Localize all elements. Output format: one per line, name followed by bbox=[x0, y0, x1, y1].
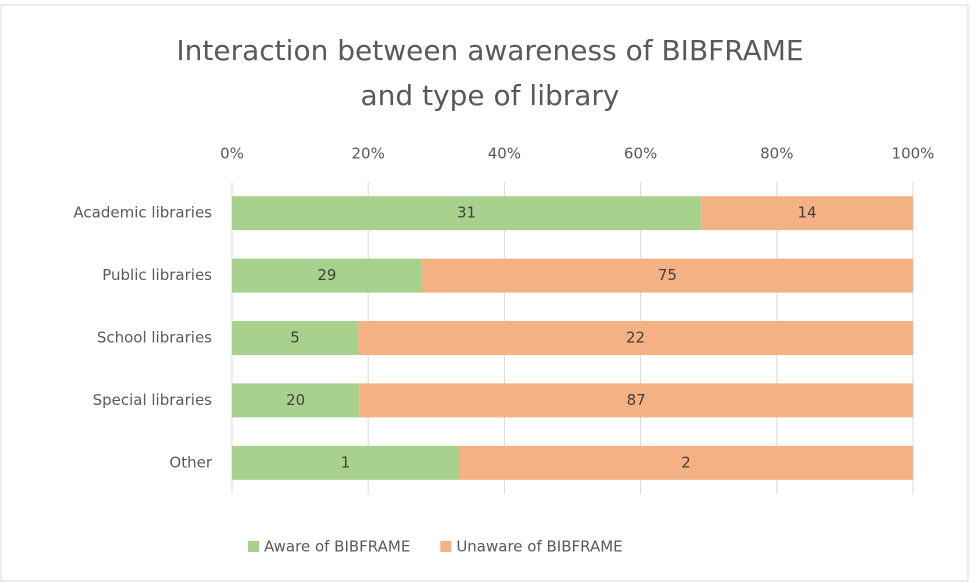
bar-segment bbox=[421, 258, 913, 293]
legend-swatch bbox=[440, 541, 452, 552]
x-tick-label: 60% bbox=[624, 145, 657, 163]
bar-segment bbox=[459, 445, 913, 480]
legend-swatch bbox=[248, 541, 259, 552]
chart-title: and type of library bbox=[361, 79, 620, 112]
bar-segment bbox=[232, 321, 359, 355]
y-tick-label: Other bbox=[169, 453, 212, 471]
bar-segment bbox=[232, 445, 459, 480]
chart-title: Interaction between awareness of BIBFRAM… bbox=[176, 34, 803, 67]
x-tick-label: 0% bbox=[220, 145, 244, 163]
y-tick-label: School libraries bbox=[97, 329, 212, 347]
data-label: 1 bbox=[341, 453, 351, 471]
y-tick-label: Public libraries bbox=[102, 266, 212, 284]
data-label: 22 bbox=[626, 329, 645, 347]
y-tick-label: Academic libraries bbox=[73, 204, 212, 222]
bar-segment bbox=[359, 383, 913, 418]
bar-segment bbox=[358, 321, 914, 355]
bar-segment bbox=[232, 383, 360, 418]
legend-label: Unaware of BIBFRAME bbox=[456, 538, 622, 556]
data-label: 2 bbox=[681, 453, 691, 471]
chart-border bbox=[0, 4, 969, 582]
data-label: 20 bbox=[286, 391, 305, 409]
bar-segment bbox=[232, 258, 422, 293]
x-tick-label: 100% bbox=[892, 145, 935, 163]
data-label: 75 bbox=[658, 266, 677, 284]
data-label: 14 bbox=[798, 204, 817, 222]
data-label: 29 bbox=[317, 266, 336, 284]
data-label: 31 bbox=[457, 204, 476, 222]
x-tick-label: 80% bbox=[760, 145, 793, 163]
legend-label: Aware of BIBFRAME bbox=[264, 538, 410, 556]
x-tick-label: 20% bbox=[352, 145, 385, 163]
data-label: 5 bbox=[290, 329, 300, 347]
bar-segment bbox=[701, 196, 913, 231]
bar-segment bbox=[232, 196, 702, 231]
y-tick-label: Special libraries bbox=[93, 391, 213, 409]
data-label: 87 bbox=[627, 391, 646, 409]
x-tick-label: 40% bbox=[488, 145, 521, 163]
